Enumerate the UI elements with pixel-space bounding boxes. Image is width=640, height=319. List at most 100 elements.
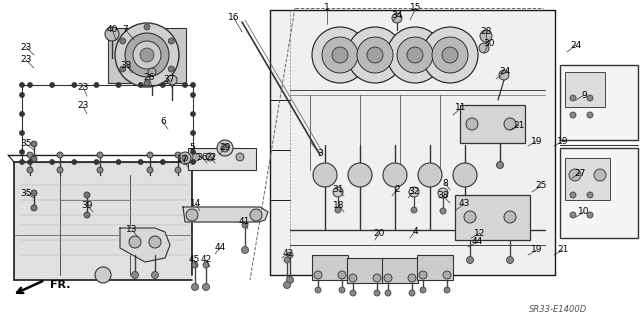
Circle shape bbox=[438, 188, 448, 198]
Text: FR.: FR. bbox=[50, 280, 70, 290]
Text: 23: 23 bbox=[20, 56, 32, 64]
Circle shape bbox=[144, 24, 150, 30]
Text: 11: 11 bbox=[455, 103, 467, 113]
Text: 29: 29 bbox=[220, 143, 230, 152]
Text: 23: 23 bbox=[20, 42, 32, 51]
Text: 19: 19 bbox=[531, 137, 543, 145]
Circle shape bbox=[125, 33, 169, 77]
Text: 36: 36 bbox=[196, 152, 208, 161]
Circle shape bbox=[504, 211, 516, 223]
Circle shape bbox=[116, 160, 121, 165]
Circle shape bbox=[408, 274, 416, 282]
Circle shape bbox=[84, 192, 90, 198]
Text: 26: 26 bbox=[143, 73, 155, 83]
Circle shape bbox=[384, 274, 392, 282]
Bar bbox=[108, 28, 186, 83]
Text: 19: 19 bbox=[557, 137, 569, 145]
Circle shape bbox=[287, 252, 293, 258]
Circle shape bbox=[19, 130, 24, 136]
Circle shape bbox=[440, 208, 446, 214]
Circle shape bbox=[241, 247, 248, 254]
Circle shape bbox=[409, 290, 415, 296]
Circle shape bbox=[191, 83, 195, 87]
Circle shape bbox=[453, 163, 477, 187]
Circle shape bbox=[191, 160, 195, 165]
Circle shape bbox=[28, 160, 33, 165]
Circle shape bbox=[140, 48, 154, 62]
Circle shape bbox=[333, 187, 343, 197]
Bar bbox=[460, 105, 525, 143]
Circle shape bbox=[322, 37, 358, 73]
Circle shape bbox=[147, 167, 153, 173]
Circle shape bbox=[161, 83, 165, 87]
Text: 41: 41 bbox=[238, 218, 250, 226]
Text: 35: 35 bbox=[20, 139, 32, 149]
Circle shape bbox=[19, 160, 24, 165]
Bar bbox=[347, 258, 383, 283]
Bar bbox=[382, 258, 418, 283]
Circle shape bbox=[182, 160, 188, 165]
Circle shape bbox=[464, 211, 476, 223]
Circle shape bbox=[203, 262, 209, 268]
Circle shape bbox=[138, 160, 143, 165]
Circle shape bbox=[357, 37, 393, 73]
Circle shape bbox=[168, 66, 174, 72]
Circle shape bbox=[161, 160, 165, 165]
Bar bbox=[270, 10, 555, 275]
Text: 25: 25 bbox=[535, 182, 547, 190]
Circle shape bbox=[443, 271, 451, 279]
Circle shape bbox=[144, 80, 150, 86]
Circle shape bbox=[314, 271, 322, 279]
Circle shape bbox=[570, 95, 576, 101]
Text: 42: 42 bbox=[282, 249, 294, 257]
Circle shape bbox=[97, 152, 103, 158]
Circle shape bbox=[84, 212, 90, 218]
Circle shape bbox=[115, 23, 179, 87]
Circle shape bbox=[392, 13, 402, 23]
Text: 37: 37 bbox=[163, 76, 175, 85]
Circle shape bbox=[72, 83, 77, 87]
Circle shape bbox=[191, 112, 195, 116]
Circle shape bbox=[191, 150, 195, 154]
Text: 7: 7 bbox=[122, 25, 128, 33]
Circle shape bbox=[250, 209, 262, 221]
Text: 23: 23 bbox=[77, 101, 89, 110]
Bar bbox=[14, 162, 192, 280]
Text: SR33-E1400D: SR33-E1400D bbox=[529, 306, 587, 315]
Circle shape bbox=[221, 144, 229, 152]
Circle shape bbox=[179, 152, 191, 164]
Circle shape bbox=[28, 83, 33, 87]
Bar bbox=[312, 255, 348, 280]
Bar bbox=[565, 72, 605, 107]
Circle shape bbox=[339, 287, 345, 293]
Polygon shape bbox=[183, 207, 268, 222]
Circle shape bbox=[466, 118, 478, 130]
Circle shape bbox=[467, 256, 474, 263]
Circle shape bbox=[31, 141, 37, 147]
Circle shape bbox=[349, 274, 357, 282]
Text: 33: 33 bbox=[120, 61, 132, 70]
Text: 43: 43 bbox=[458, 199, 470, 209]
Text: 13: 13 bbox=[126, 226, 138, 234]
Circle shape bbox=[192, 153, 200, 161]
Circle shape bbox=[94, 83, 99, 87]
Text: 44: 44 bbox=[214, 243, 226, 253]
Circle shape bbox=[284, 281, 291, 288]
Text: 40: 40 bbox=[106, 25, 118, 33]
Circle shape bbox=[444, 287, 450, 293]
Text: 21: 21 bbox=[557, 246, 569, 255]
Circle shape bbox=[57, 152, 63, 158]
Text: 22: 22 bbox=[205, 152, 216, 161]
Bar bbox=[560, 148, 638, 238]
Circle shape bbox=[570, 192, 576, 198]
Circle shape bbox=[411, 207, 417, 213]
Circle shape bbox=[31, 156, 37, 162]
Circle shape bbox=[182, 155, 188, 161]
Circle shape bbox=[373, 274, 381, 282]
Text: 32: 32 bbox=[408, 188, 420, 197]
Bar bbox=[560, 65, 638, 140]
Circle shape bbox=[367, 47, 383, 63]
Text: 20: 20 bbox=[373, 228, 385, 238]
Circle shape bbox=[175, 167, 181, 173]
Circle shape bbox=[120, 66, 125, 72]
